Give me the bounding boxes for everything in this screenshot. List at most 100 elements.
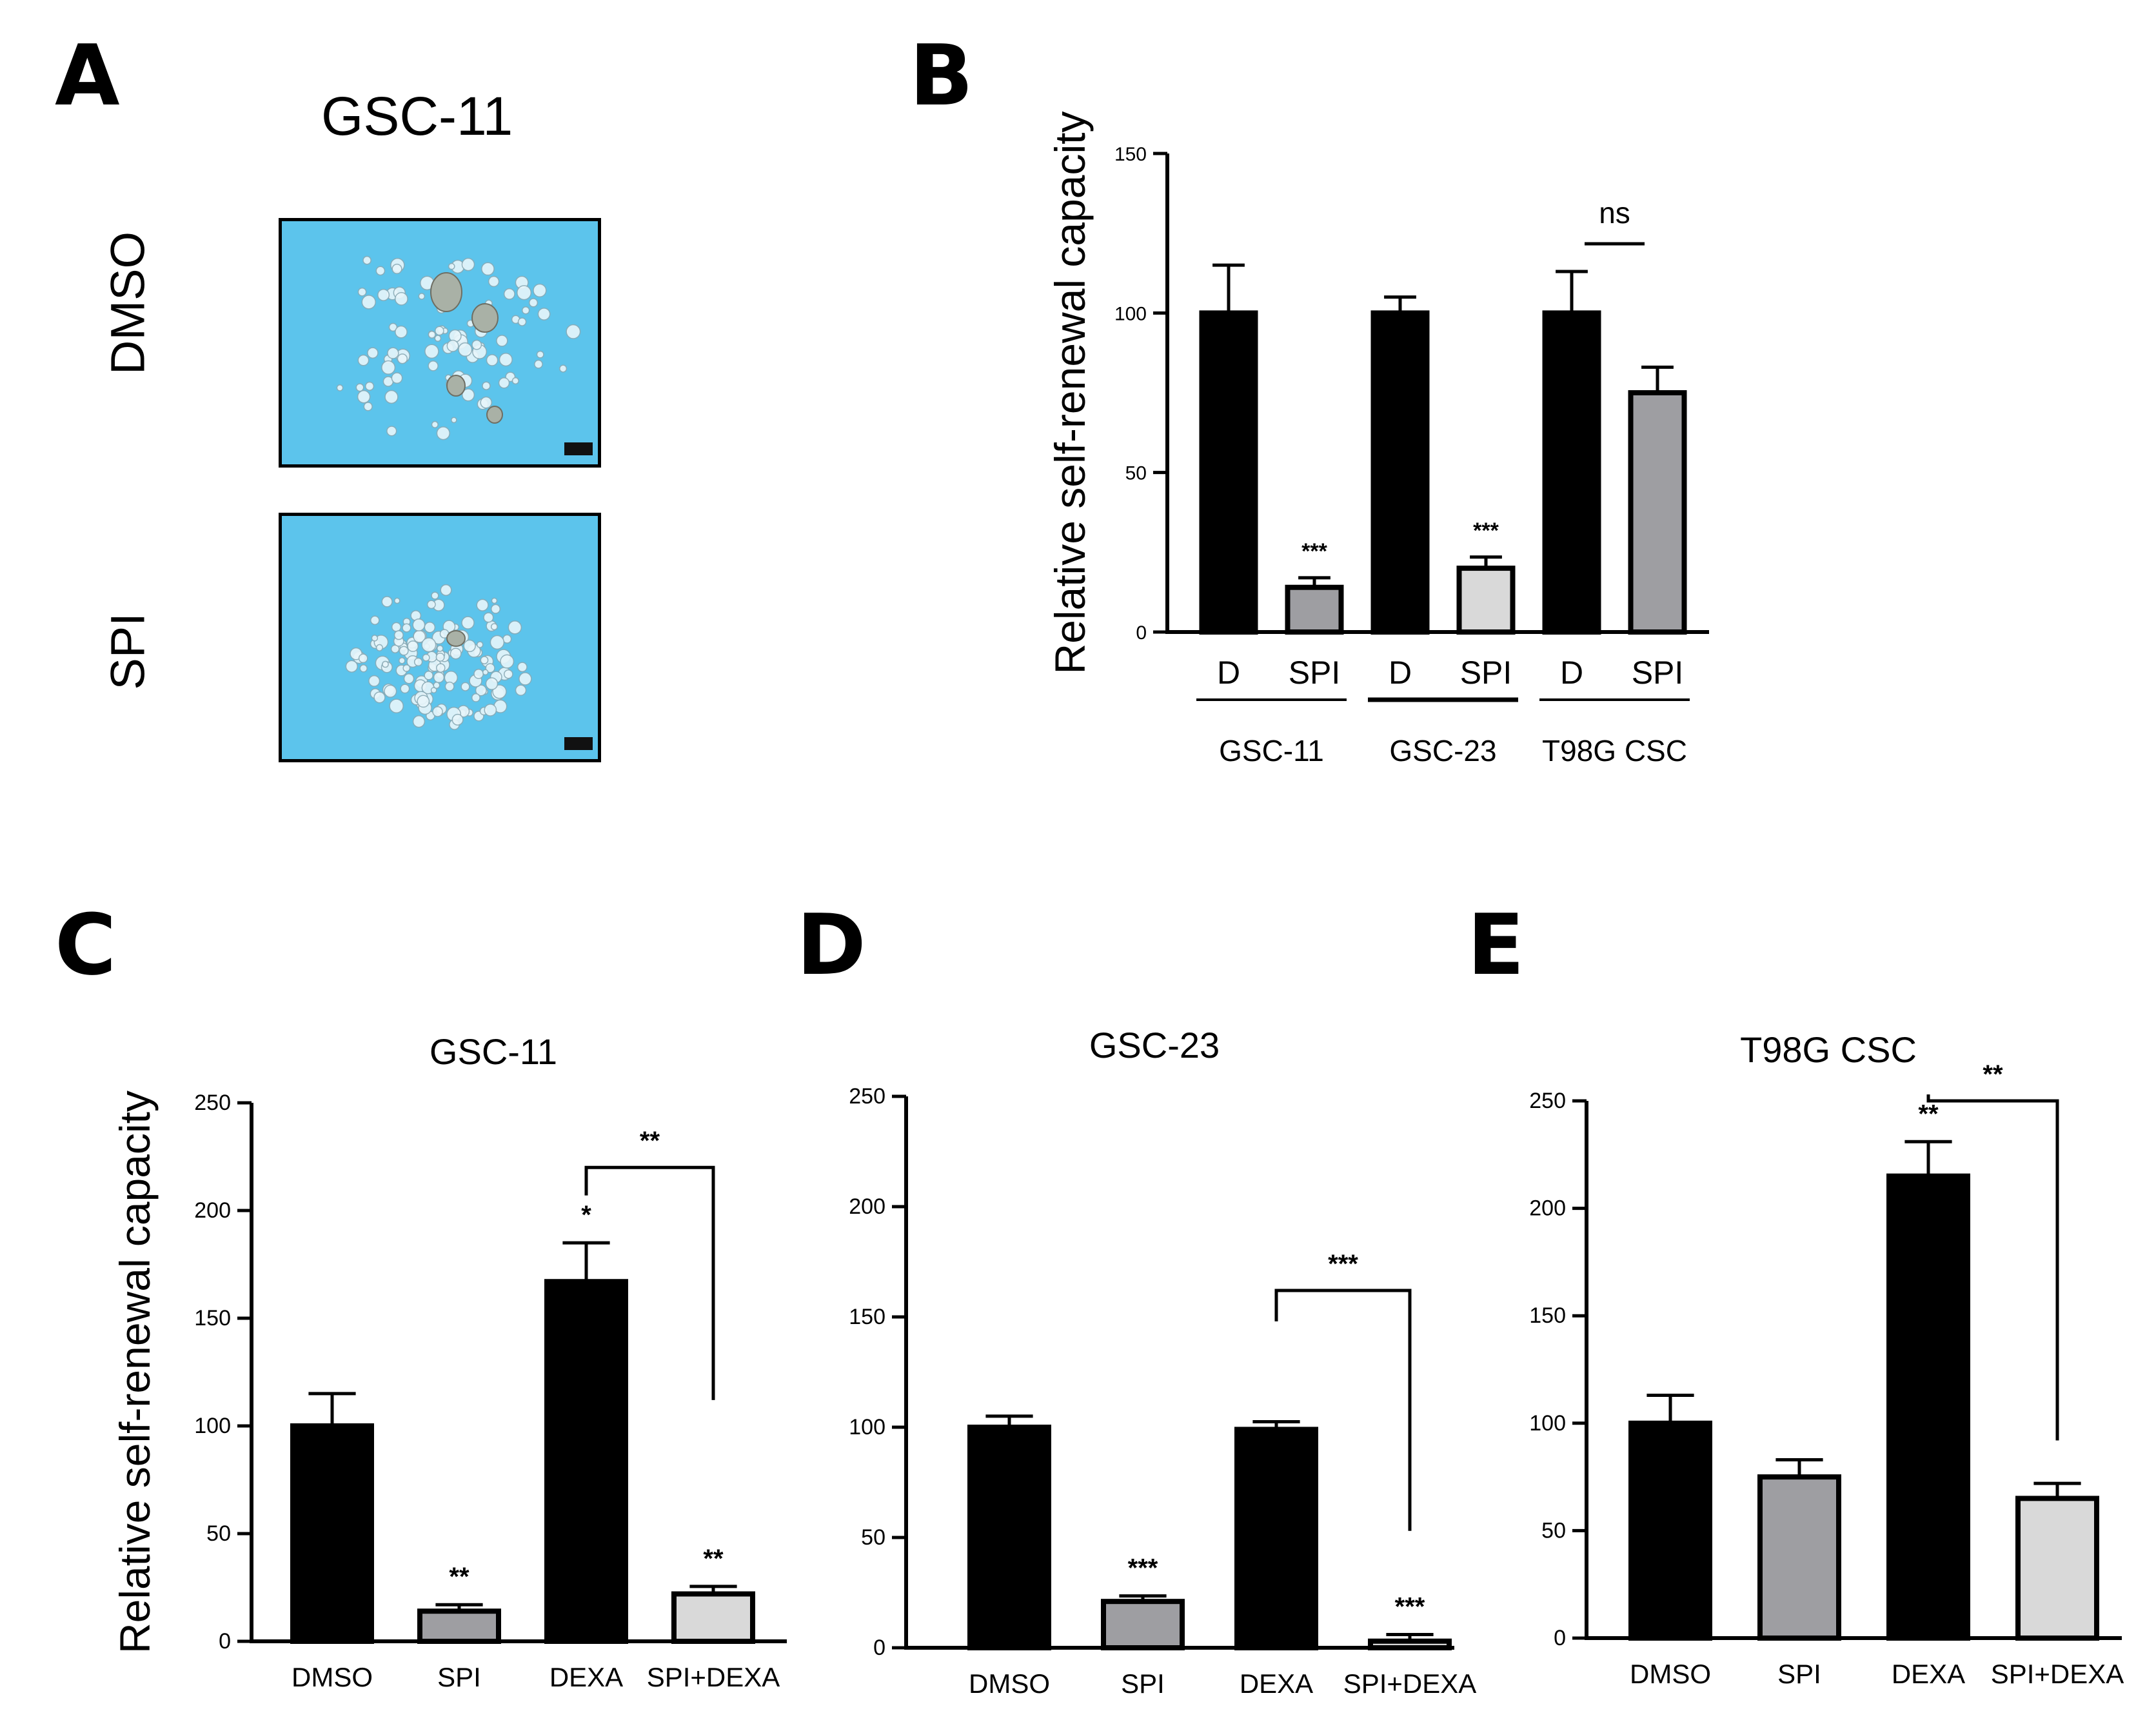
- sphere: [461, 616, 475, 629]
- sphere: [402, 623, 411, 633]
- y-tick-label: 200: [1529, 1196, 1566, 1221]
- group-label: GSC-11: [1219, 734, 1324, 767]
- sphere: [345, 660, 359, 673]
- sphere: [460, 682, 470, 691]
- bar: [1628, 390, 1687, 635]
- sphere: [371, 635, 379, 642]
- significance-label: **: [640, 1127, 660, 1155]
- sphere: [503, 288, 515, 300]
- sphere: [484, 704, 497, 717]
- bar: [1456, 566, 1516, 635]
- sphere: [461, 257, 475, 272]
- y-tick-label: 0: [873, 1636, 885, 1660]
- sphere: [375, 644, 384, 652]
- sphere: [393, 597, 401, 604]
- sphere: [336, 384, 344, 391]
- bar: [417, 1608, 501, 1644]
- sphere: [391, 372, 403, 384]
- sphere: [434, 326, 444, 336]
- sphere: [428, 330, 436, 339]
- sphere: [428, 361, 439, 371]
- x-tick-label: DEXA: [1240, 1668, 1313, 1699]
- sphere: [481, 262, 495, 276]
- sphere: [444, 681, 455, 691]
- y-tick-label: 50: [1125, 463, 1147, 484]
- sphere: [434, 335, 442, 342]
- sphere: [418, 293, 426, 300]
- sphere: [480, 656, 489, 665]
- sphere: [422, 653, 430, 662]
- significance-stars: ***: [1128, 1554, 1158, 1583]
- sphere: [384, 390, 399, 404]
- sphere: [485, 677, 499, 690]
- y-axis-label: Relative self-renewal capacity: [1046, 111, 1094, 674]
- bar: [1199, 310, 1258, 635]
- sphere: [424, 671, 433, 680]
- x-tick-label: SPI: [1632, 655, 1684, 691]
- sphere-clump: [430, 272, 462, 312]
- sphere: [440, 584, 452, 596]
- sphere-clump: [446, 375, 466, 397]
- sphere: [382, 660, 389, 668]
- micrograph-dmso: [279, 218, 601, 468]
- sphere: [517, 317, 527, 326]
- y-tick-label: 100: [194, 1414, 231, 1438]
- sphere: [471, 693, 480, 702]
- sphere: [393, 630, 404, 640]
- sphere: [450, 647, 462, 660]
- chart-b: 0 50 100 150 Relative self-renewal capacity D…: [1046, 111, 1709, 767]
- x-tick-label: SPI+DEXA: [647, 1662, 780, 1692]
- bar: [1370, 310, 1430, 635]
- sphere: [399, 657, 406, 664]
- y-tick-label: 50: [206, 1521, 231, 1546]
- group-label: GSC-23: [1389, 734, 1496, 767]
- sphere: [368, 675, 381, 687]
- sphere: [463, 639, 476, 653]
- sphere: [482, 669, 489, 676]
- sphere: [519, 672, 532, 686]
- sphere: [500, 654, 515, 669]
- sphere: [400, 684, 410, 694]
- x-tick-label: DEXA: [1892, 1659, 1965, 1689]
- sphere: [358, 653, 368, 664]
- sphere: [482, 381, 491, 390]
- y-tick-label: 50: [861, 1525, 885, 1550]
- y-tick-label: 150: [194, 1306, 231, 1330]
- sphere: [355, 383, 364, 392]
- sphere: [511, 377, 519, 385]
- sphere-clump: [471, 303, 499, 333]
- sphere: [431, 591, 439, 600]
- sphere-clump: [446, 630, 466, 647]
- sphere: [395, 325, 408, 339]
- y-tick-label: 0: [1136, 622, 1147, 644]
- panel-letter-c: C: [55, 896, 117, 994]
- panel-letter-a: A: [55, 26, 120, 124]
- sphere: [471, 339, 482, 350]
- sphere: [431, 420, 439, 428]
- sphere: [435, 653, 445, 662]
- micrograph-spi: [279, 513, 601, 762]
- bar: [1628, 1420, 1712, 1641]
- bar: [1542, 310, 1601, 635]
- bar: [2015, 1496, 2099, 1641]
- sphere: [357, 390, 371, 404]
- sphere: [559, 364, 568, 373]
- sphere: [412, 715, 426, 728]
- y-tick-label: 200: [849, 1194, 885, 1219]
- sphere: [391, 263, 402, 275]
- sphere: [566, 324, 581, 339]
- bar: [1886, 1173, 1970, 1641]
- sphere: [480, 396, 493, 409]
- sphere: [521, 306, 530, 315]
- sphere: [475, 684, 487, 697]
- x-tick-label: D: [1389, 655, 1412, 691]
- sphere: [516, 285, 532, 301]
- sphere: [357, 354, 370, 366]
- significance-label: ns: [1599, 196, 1630, 230]
- y-axis-label: Relative self-renewal capacity: [111, 1091, 159, 1654]
- sphere: [446, 339, 459, 352]
- micrograph-spi-spheres: [345, 584, 532, 730]
- significance-bracket: [1926, 1094, 2059, 1441]
- sphere: [433, 671, 445, 684]
- sphere: [490, 635, 505, 650]
